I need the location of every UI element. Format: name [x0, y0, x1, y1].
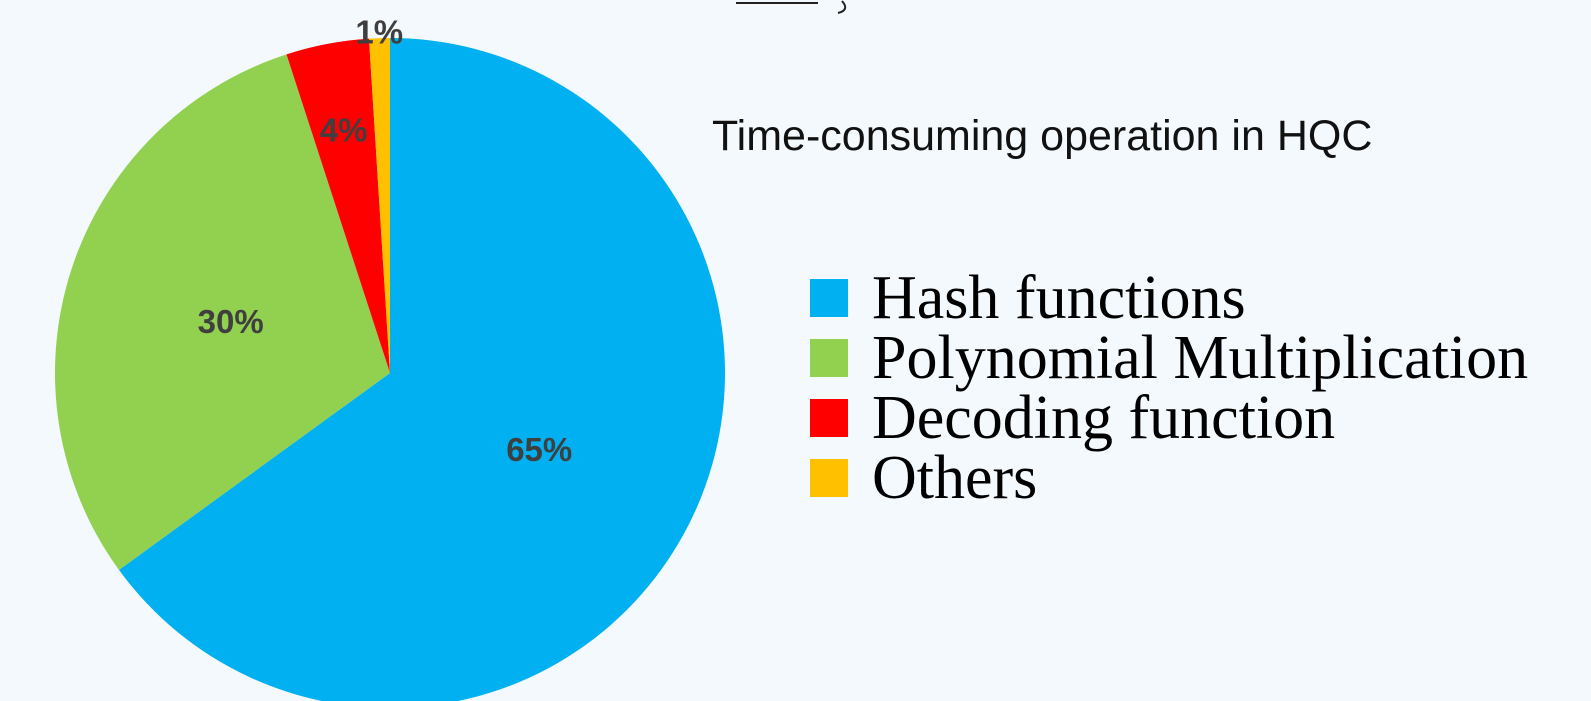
pie-chart: 65% 30% 4% 1% — [55, 13, 725, 701]
pie-slice-decoding-function — [286, 38, 390, 374]
legend-label: Hash functions — [872, 264, 1246, 332]
chart-legend: Hash functions Polynomial Multiplication D… — [810, 264, 1529, 512]
legend-item: Hash functions — [810, 264, 1528, 332]
pie-slice-others — [368, 38, 390, 373]
pie-slice-hash-functions — [118, 38, 725, 701]
legend-item: Decoding function — [810, 384, 1528, 452]
legend-label: Others — [872, 444, 1038, 512]
legend-swatch — [810, 459, 848, 497]
data-label-decoding-function: 4% — [320, 111, 368, 148]
legend-swatch — [810, 399, 848, 437]
legend-swatch — [810, 279, 848, 317]
data-label-polynomial-multiplication: 30% — [198, 303, 264, 340]
legend-swatch — [810, 339, 848, 377]
chart-title: Time-consuming operation in HQC — [712, 112, 1373, 160]
pie-slice-polynomial-multiplication — [55, 54, 390, 570]
data-label-hash-functions: 65% — [506, 431, 572, 468]
legend-label: Polynomial Multiplication — [872, 324, 1529, 392]
legend-item: Polynomial Multiplication — [810, 324, 1529, 392]
data-label-others: 1% — [355, 13, 403, 50]
cropped-top-decoration — [736, 0, 847, 14]
legend-item: Others — [810, 444, 1528, 512]
legend-label: Decoding function — [872, 384, 1336, 452]
